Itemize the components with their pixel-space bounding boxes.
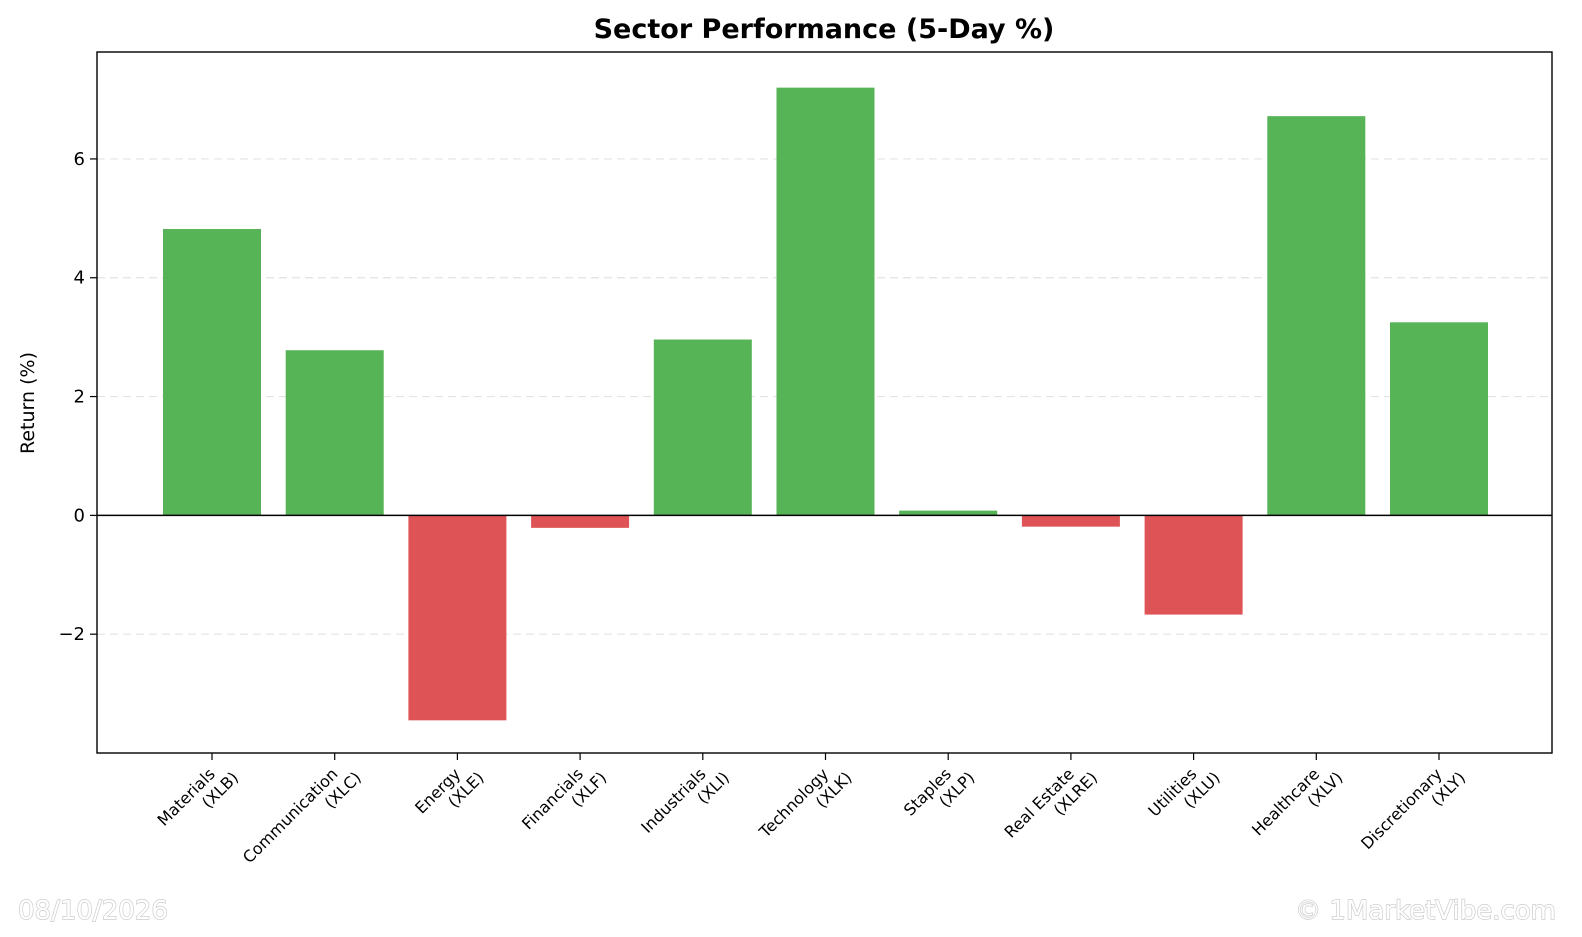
- y-tick-label: 6: [74, 149, 85, 170]
- bar-technology: [776, 87, 875, 516]
- chart-title: Sector Performance (5-Day %): [594, 14, 1055, 45]
- y-tick-label: 0: [74, 505, 85, 526]
- bar-real-estate: [1021, 515, 1120, 527]
- footer-copyright: © 1MarketVibe.com: [1295, 896, 1556, 926]
- bar-industrials: [653, 339, 752, 516]
- bar-communication: [285, 350, 384, 516]
- bar-financials: [531, 515, 630, 528]
- y-axis-ticks: −2 0 2 4 6: [58, 149, 97, 645]
- plot-frame: [96, 51, 1553, 754]
- y-tick-label: −2: [58, 624, 85, 645]
- bar-discretionary: [1390, 322, 1488, 516]
- bars: [163, 87, 1488, 721]
- bar-staples: [899, 510, 998, 516]
- y-axis-label: Return (%): [17, 352, 39, 454]
- y-tick-label: 4: [74, 268, 85, 289]
- bar-healthcare: [1267, 116, 1366, 516]
- bar-utilities: [1144, 515, 1243, 615]
- bar-energy: [408, 515, 507, 721]
- footer-date: 08/10/2026: [18, 896, 168, 926]
- y-tick-label: 2: [74, 387, 85, 408]
- bar-materials: [163, 229, 261, 516]
